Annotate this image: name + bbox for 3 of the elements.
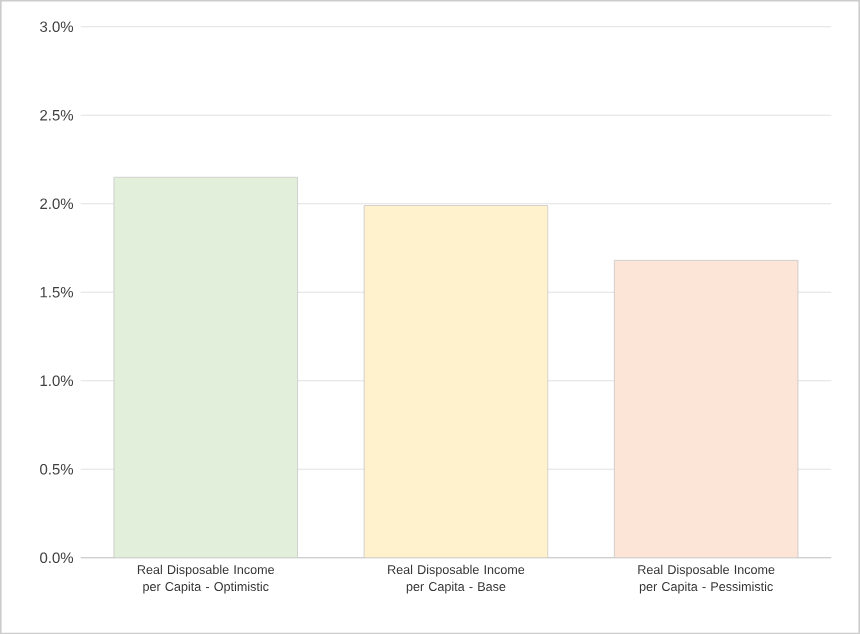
bar — [363, 204, 549, 558]
bar — [113, 176, 298, 558]
bar — [613, 259, 799, 558]
